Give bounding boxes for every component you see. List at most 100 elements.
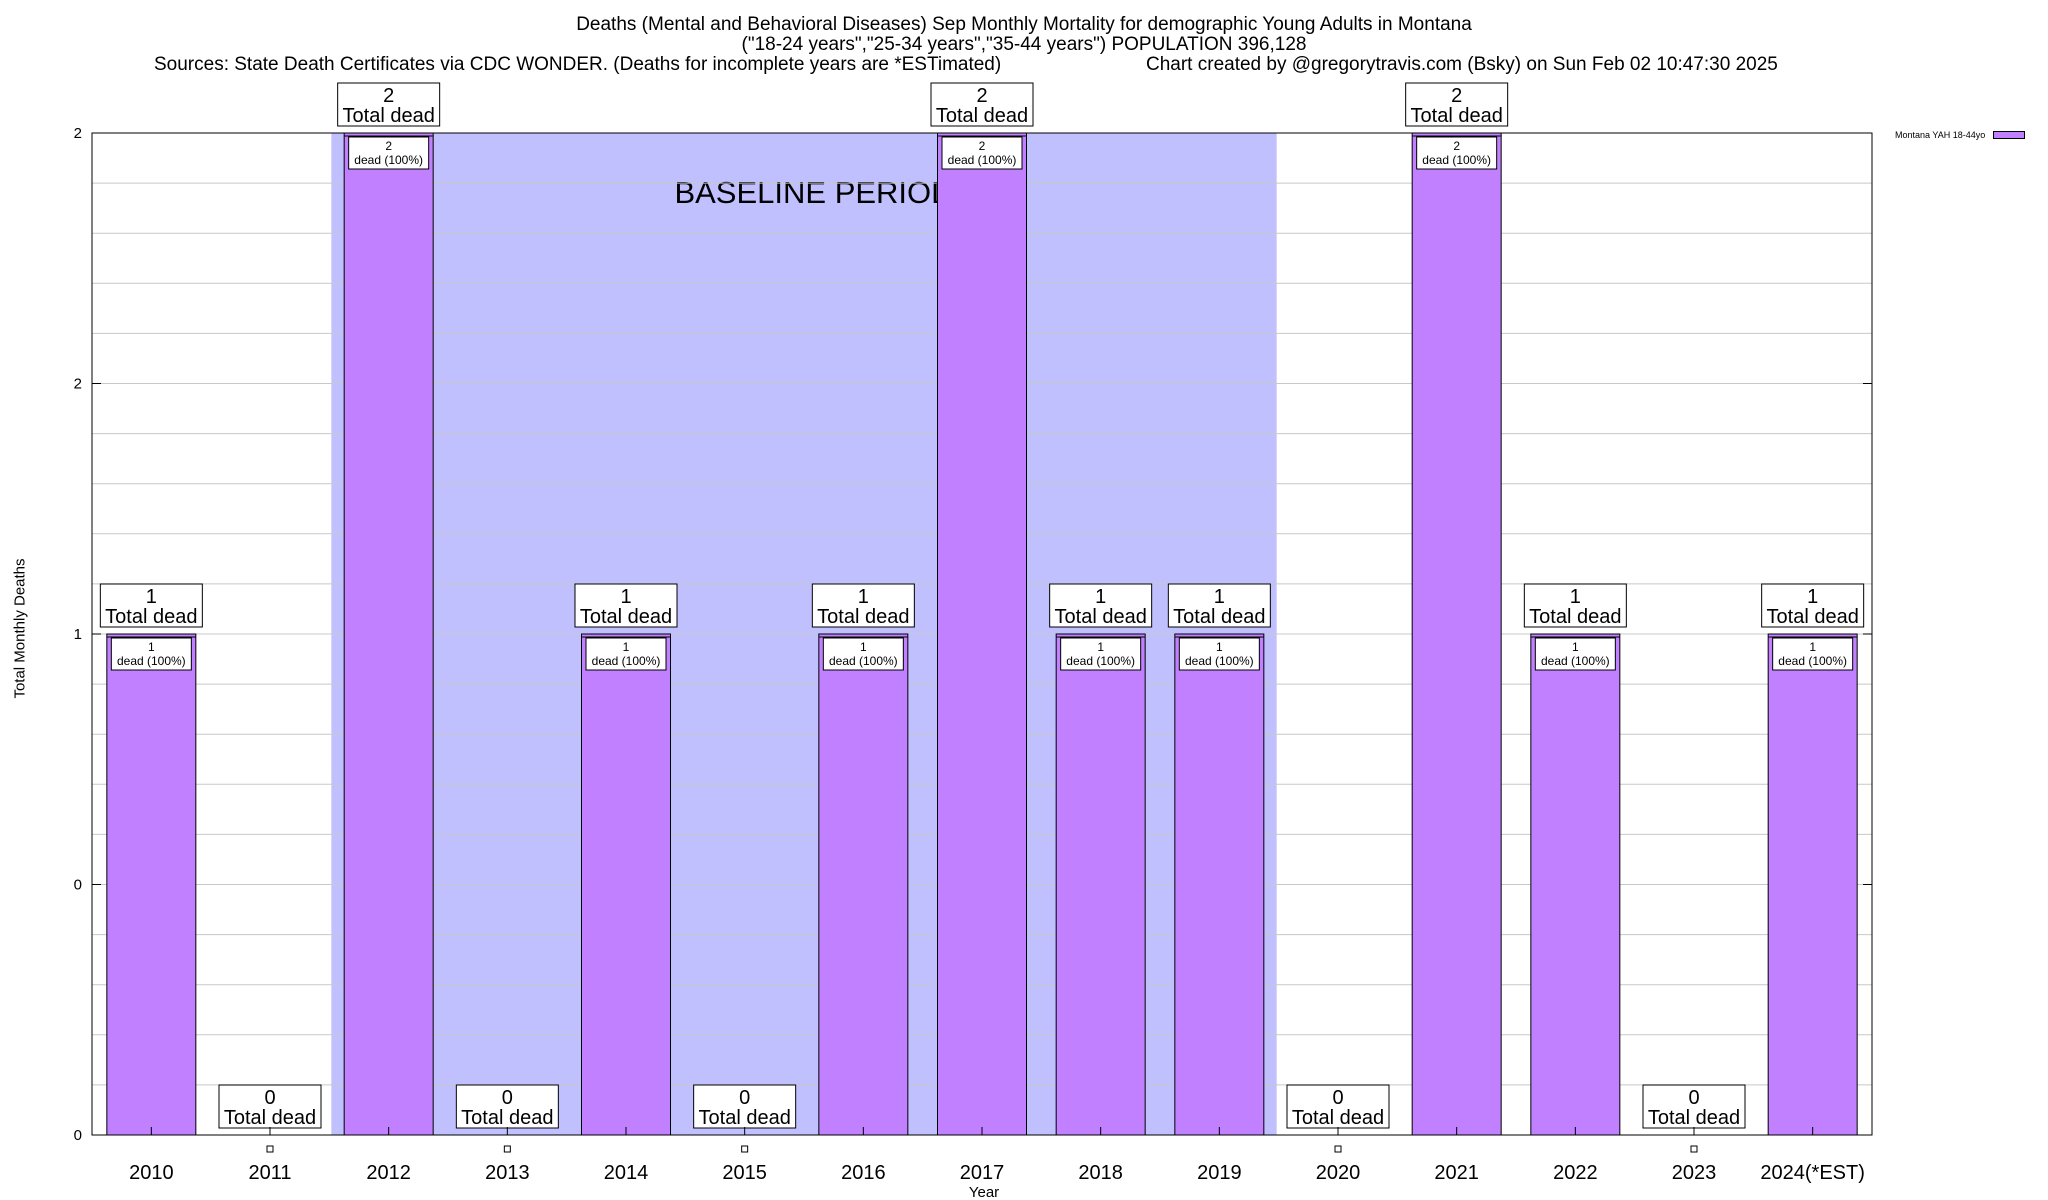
zero-point-2013 xyxy=(503,1145,511,1153)
x-tick-label-2017: 2017 xyxy=(960,1162,1005,1184)
x-tick-label-2015: 2015 xyxy=(722,1162,767,1184)
y-tick-label: 0 xyxy=(74,1127,82,1144)
bar-inner-count: 1 xyxy=(148,640,155,654)
legend-label: Montana YAH 18-44yo xyxy=(1895,130,1986,140)
x-tick-label-2012: 2012 xyxy=(366,1162,411,1184)
total-label-text: Total dead xyxy=(1173,606,1265,628)
bar-inner-label-box xyxy=(110,637,192,671)
x-tick-label-2016: 2016 xyxy=(841,1162,886,1184)
y-tick-label: 0 xyxy=(74,877,82,894)
chart-credit: Chart created by @gregorytravis.com (Bsk… xyxy=(1146,54,1778,75)
bar-2010 xyxy=(106,633,197,1136)
bar-inner-label-box xyxy=(941,136,1023,170)
chart-title-line2: ("18-24 years","25-34 years","35-44 year… xyxy=(741,34,1307,55)
total-label-text: Total dead xyxy=(699,1107,791,1129)
total-label-count: 2 xyxy=(383,85,394,107)
bar-inner-percent: dead (100%) xyxy=(1541,654,1610,668)
total-label-count: 2 xyxy=(976,85,987,107)
total-label-text: Total dead xyxy=(461,1107,553,1129)
total-label-count: 1 xyxy=(1214,586,1225,608)
bar-inner-percent: dead (100%) xyxy=(1422,153,1491,167)
total-label-box xyxy=(455,1084,559,1129)
bar-inner-count: 1 xyxy=(1097,640,1104,654)
total-label-text: Total dead xyxy=(105,606,197,628)
total-label-box xyxy=(218,1084,322,1129)
zero-point-2015 xyxy=(741,1145,749,1153)
bar-inner-percent: dead (100%) xyxy=(592,654,661,668)
total-label-count: 0 xyxy=(502,1087,513,1109)
x-tick-label-2010: 2010 xyxy=(129,1162,174,1184)
bar-inner-count: 2 xyxy=(979,139,986,153)
total-label-box xyxy=(693,1084,797,1129)
bar-inner-count: 1 xyxy=(1809,640,1816,654)
y-tick-label: 2 xyxy=(74,125,82,142)
bar-inner-percent: dead (100%) xyxy=(354,153,423,167)
total-label-box xyxy=(1761,583,1865,628)
total-label-box xyxy=(1405,82,1509,127)
bar-inner-percent: dead (100%) xyxy=(117,654,186,668)
bar-inner-label-box xyxy=(1772,637,1854,671)
bar-2019 xyxy=(1174,633,1265,1136)
total-label-box xyxy=(337,82,441,127)
total-label-count: 1 xyxy=(146,586,157,608)
bar-inner-label-box xyxy=(1060,637,1142,671)
total-label-text: Total dead xyxy=(580,606,672,628)
bar-2014 xyxy=(581,633,671,1136)
bar-inner-label-box xyxy=(348,136,430,170)
bar-inner-percent: dead (100%) xyxy=(829,654,898,668)
total-label-box xyxy=(811,583,915,628)
total-label-text: Total dead xyxy=(1648,1107,1740,1129)
y-tick-label: 1 xyxy=(74,626,82,643)
total-label-box xyxy=(1049,583,1153,628)
total-label-count: 0 xyxy=(264,1087,275,1109)
x-tick-label-2022: 2022 xyxy=(1553,1162,1598,1184)
total-label-count: 1 xyxy=(1807,586,1818,608)
bar-2021 xyxy=(1411,132,1502,1136)
x-tick-label-2024(*EST): 2024(*EST) xyxy=(1760,1162,1865,1184)
total-label-count: 2 xyxy=(1451,85,1462,107)
x-tick-label-2011: 2011 xyxy=(248,1162,291,1184)
bar-inner-percent: dead (100%) xyxy=(1778,654,1847,668)
bar-inner-label-box xyxy=(585,637,667,671)
total-label-box xyxy=(99,583,203,628)
zero-point-2020 xyxy=(1334,1145,1342,1153)
chart-title-line1: Deaths (Mental and Behavioral Diseases) … xyxy=(576,14,1472,35)
y-tick-label: 2 xyxy=(74,376,82,393)
total-label-box xyxy=(1286,1084,1390,1129)
total-label-text: Total dead xyxy=(1767,606,1859,628)
total-label-text: Total dead xyxy=(817,606,909,628)
baseline-period-label: BASELINE PERIOD xyxy=(674,175,953,210)
total-label-count: 0 xyxy=(739,1087,750,1109)
x-tick-label-2021: 2021 xyxy=(1434,1162,1479,1184)
chart-sources: Sources: State Death Certificates via CD… xyxy=(154,54,1002,75)
bar-inner-percent: dead (100%) xyxy=(948,153,1017,167)
total-label-box xyxy=(1523,583,1627,628)
zero-point-2011 xyxy=(266,1145,274,1153)
bar-2016 xyxy=(818,633,909,1136)
x-axis-label: Year xyxy=(969,1184,999,1200)
bar-inner-percent: dead (100%) xyxy=(1066,654,1135,668)
legend: Montana YAH 18-44yo xyxy=(1895,130,2026,140)
bar-inner-count: 1 xyxy=(860,640,867,654)
bar-2024(*EST) xyxy=(1767,633,1858,1136)
total-label-box xyxy=(574,583,678,628)
x-tick-label-2018: 2018 xyxy=(1078,1162,1123,1184)
total-label-text: Total dead xyxy=(1055,606,1147,628)
bar-inner-percent: dead (100%) xyxy=(1185,654,1254,668)
bar-inner-label-box xyxy=(1534,637,1616,671)
x-tick-label-2014: 2014 xyxy=(604,1162,649,1184)
total-label-text: Total dead xyxy=(343,105,435,127)
total-label-count: 1 xyxy=(1095,586,1106,608)
total-label-count: 0 xyxy=(1332,1087,1343,1109)
x-tick-label-2020: 2020 xyxy=(1316,1162,1361,1184)
x-tick-label-2013: 2013 xyxy=(485,1162,530,1184)
bar-2018 xyxy=(1055,633,1146,1136)
bar-inner-count: 1 xyxy=(623,640,630,654)
total-label-count: 1 xyxy=(1570,586,1581,608)
legend-swatch xyxy=(1993,131,2026,139)
bar-inner-label-box xyxy=(1416,136,1498,170)
total-label-text: Total dead xyxy=(1529,606,1621,628)
total-label-text: Total dead xyxy=(1411,105,1503,127)
bar-inner-label-box xyxy=(1178,637,1260,671)
